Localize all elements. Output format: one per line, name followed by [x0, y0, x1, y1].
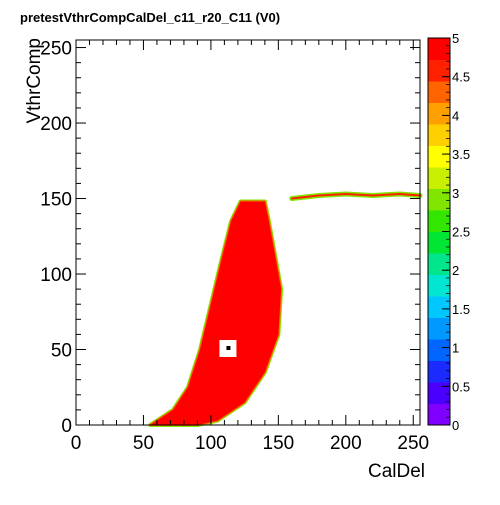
y-tick-label: 100: [40, 265, 72, 286]
y-tick-label: 0: [61, 416, 72, 437]
region-band: [150, 201, 282, 425]
x-tick-label: 200: [330, 433, 362, 454]
x-tick-label: 150: [263, 433, 295, 454]
plot-frame: [75, 39, 421, 426]
colorbar-tick-label: 1.5: [452, 302, 470, 317]
colorbar-segment: [428, 102, 450, 125]
colorbar-tick-label: 2: [452, 263, 459, 278]
colorbar-tick-label: 0: [452, 418, 459, 433]
colorbar-segment: [428, 124, 450, 146]
colorbar-segment: [428, 81, 450, 103]
colorbar-tick-label: 2.5: [452, 225, 470, 240]
colorbar-segment: [428, 38, 450, 60]
x-tick-label: 50: [133, 433, 154, 454]
x-tick-label: 250: [397, 433, 429, 454]
colorbar-tick-label: 0.5: [452, 379, 470, 394]
y-tick-label: 50: [51, 341, 72, 362]
colorbar-segment: [428, 274, 450, 297]
colorbar-tick-label: 3: [452, 186, 459, 201]
colorbar-segment: [428, 188, 450, 211]
region-tail-core: [290, 192, 421, 200]
colorbar-tick-label: 4.5: [452, 70, 470, 85]
y-tick-label: 250: [40, 39, 72, 60]
x-tick-label: 0: [71, 433, 82, 454]
colorbar-segment: [428, 339, 450, 361]
colorbar-segment: [428, 167, 450, 189]
y-tick-label: 200: [40, 114, 72, 135]
colorbar-segment: [428, 253, 450, 275]
colorbar-tick-label: 4: [452, 108, 459, 123]
chart-title: pretestVthrCompCalDel_c11_r20_C11 (V0): [20, 10, 280, 25]
colorbar-tick-label: 1: [452, 341, 459, 356]
colorbar-segment: [428, 382, 450, 404]
colorbar-segment: [428, 59, 450, 82]
colorbar-segment: [428, 145, 450, 168]
colorbar-segment: [428, 231, 450, 254]
colorbar-tick-label: 5: [452, 31, 459, 46]
colorbar-tick-label: 3.5: [452, 147, 470, 162]
colorbar-segment: [428, 296, 450, 318]
colorbar-segment: [428, 317, 450, 340]
y-tick-label: 150: [40, 190, 72, 211]
x-axis-label: CalDel: [368, 461, 425, 482]
colorbar-segment: [428, 403, 450, 426]
colorbar-segment: [428, 360, 450, 383]
y-axis-label: VthrComp: [24, 38, 45, 124]
colorbar-segment: [428, 210, 450, 232]
marker-dot: [226, 346, 231, 350]
x-tick-label: 100: [195, 433, 227, 454]
